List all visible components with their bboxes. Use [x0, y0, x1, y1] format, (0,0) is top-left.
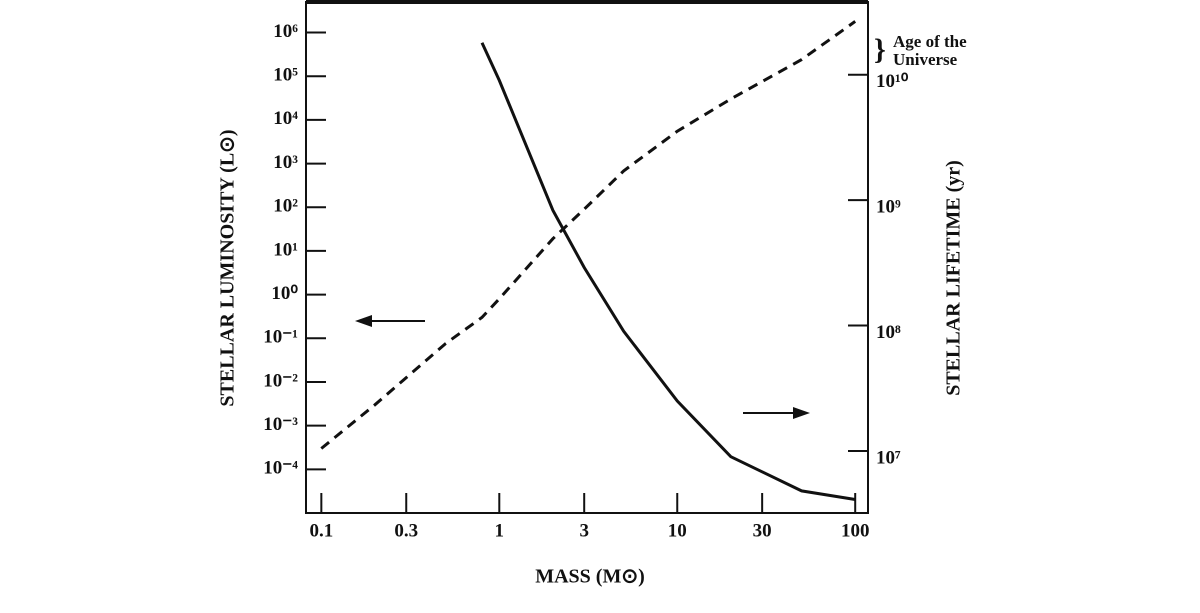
y-tick-label: 10⁻³: [263, 414, 298, 435]
y-tick-label: 10²: [273, 196, 298, 217]
y2-tick-label: 10⁸: [876, 322, 901, 343]
annotation: Universe: [893, 50, 958, 69]
y-tick-label: 10⁵: [273, 65, 298, 86]
y-tick-label: 10¹: [273, 239, 298, 260]
x-axis-title: MASS (M⊙): [535, 566, 645, 588]
x-tick-label: 3: [579, 520, 589, 541]
x-tick-label: 100: [841, 520, 870, 541]
y2-axis-title: STELLAR LIFETIME (yr): [943, 160, 965, 396]
y-tick-label: 10⁻²: [263, 370, 298, 391]
series-line: [480, 42, 856, 501]
y-tick-label: 10⁴: [273, 108, 298, 129]
x-tick-label: 0.3: [394, 520, 418, 541]
y2-tick-label: 10¹⁰: [876, 71, 909, 92]
plot-frame: [305, 1, 869, 514]
y2-tick-label: 10⁹: [876, 196, 901, 217]
y-tick-label: 10³: [273, 152, 298, 173]
brace: }: [874, 33, 886, 66]
x-tick-label: 0.1: [309, 520, 333, 541]
y2-tick-label: 10⁷: [876, 447, 901, 468]
x-tick-label: 10: [668, 520, 687, 541]
x-tick-label: 1: [495, 520, 505, 541]
y-tick-label: 10⁻¹: [263, 327, 298, 348]
right-arrow: [743, 407, 810, 419]
y-tick-label: 10⁶: [273, 21, 298, 42]
x-tick-label: 30: [753, 520, 772, 541]
left-arrow: [355, 315, 425, 327]
annotation: Age of the: [893, 32, 967, 51]
series-line: [320, 20, 857, 450]
y-tick-label: 10⁰: [271, 283, 298, 304]
y-tick-label: 10⁻⁴: [263, 458, 298, 479]
y-axis-title: STELLAR LUMINOSITY (L⊙): [217, 129, 239, 406]
